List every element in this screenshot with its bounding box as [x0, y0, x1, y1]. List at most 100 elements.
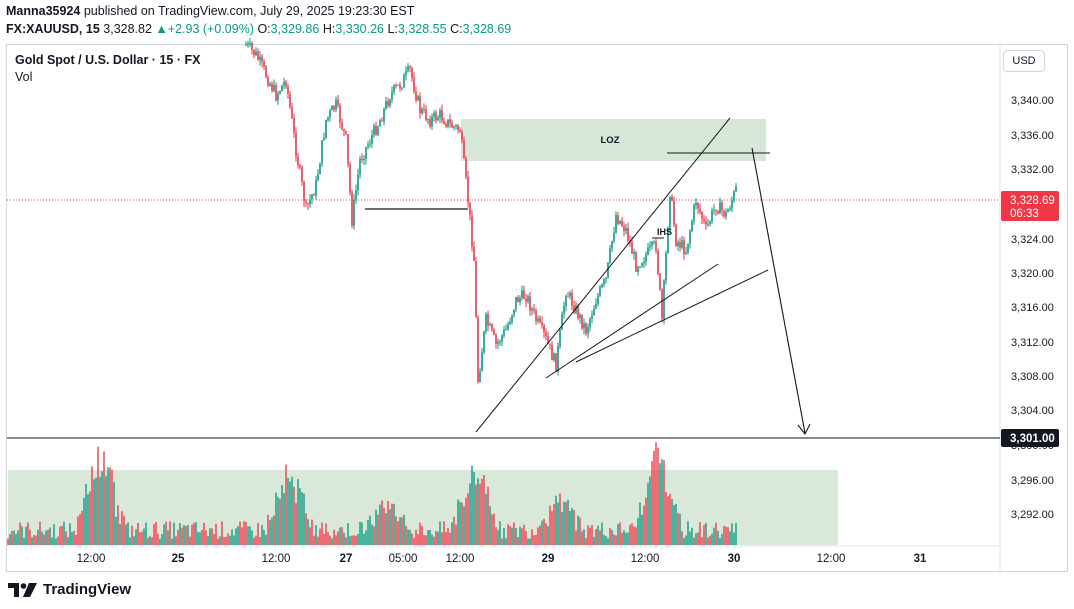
volume-bar	[315, 525, 317, 545]
volume-bar	[295, 503, 297, 545]
volume-bar	[699, 522, 701, 545]
volume-bar	[237, 526, 239, 545]
candle-body	[683, 240, 685, 255]
volume-bar	[533, 535, 535, 545]
candle-body	[631, 242, 633, 254]
volume-bar	[85, 484, 87, 545]
volume-bar	[95, 477, 97, 545]
volume-bar	[31, 537, 33, 545]
trend-line[interactable]	[575, 269, 769, 363]
channel-upper-line[interactable]	[475, 117, 731, 433]
volume-bar	[261, 525, 263, 545]
chart-frame[interactable]	[6, 44, 1068, 572]
volume-bar	[267, 514, 269, 545]
volume-bar	[465, 497, 467, 545]
volume-bar	[611, 530, 613, 545]
volume-bar	[303, 493, 305, 545]
candle-body	[367, 144, 369, 148]
candle-body	[295, 132, 297, 157]
channel-lower-line[interactable]	[545, 263, 719, 379]
candle-body	[609, 248, 611, 263]
ihs-label: IHS	[657, 227, 672, 237]
volume-bar	[259, 537, 261, 545]
volume-bar	[129, 537, 131, 545]
volume-bar	[593, 536, 595, 545]
candle-body	[515, 296, 517, 310]
chart-legend[interactable]: Gold Spot / U.S. Dollar · 15 · FX Vol	[15, 53, 200, 84]
candle-body	[625, 227, 627, 232]
candle-body	[517, 296, 519, 303]
volume-bars	[7, 442, 737, 545]
volume-bar	[213, 534, 215, 545]
target-price-value: 3,301.00	[1010, 433, 1055, 445]
candle-body	[355, 189, 357, 200]
volume-bar	[369, 515, 371, 545]
volume-bar	[381, 500, 383, 545]
volume-bar	[625, 532, 627, 545]
volume-bar	[617, 524, 619, 545]
volume-bar	[75, 534, 77, 545]
price-tick: 3,340.00	[1011, 95, 1054, 107]
candle-body	[387, 101, 389, 106]
volume-bar	[191, 524, 193, 545]
volume-bar	[325, 523, 327, 545]
candle-body	[619, 220, 621, 224]
price-tick: 3,308.00	[1011, 371, 1054, 383]
volume-bar	[195, 522, 197, 545]
projection-arrow-line[interactable]	[751, 147, 806, 434]
footer-brand[interactable]: TradingView	[8, 581, 131, 598]
candle-body	[677, 242, 679, 246]
volume-bar	[487, 486, 489, 545]
volume-bar	[193, 522, 195, 545]
volume-bar	[647, 483, 649, 545]
author-name[interactable]: Manna35924	[6, 4, 81, 18]
volume-bar	[405, 525, 407, 545]
volume-bar	[71, 532, 73, 545]
candle-body	[533, 308, 535, 311]
volume-bar	[391, 503, 393, 545]
symbol-label[interactable]: FX:XAUUSD, 15	[6, 22, 100, 36]
candle-body	[641, 263, 643, 267]
volume-bar	[645, 497, 647, 545]
candle-body	[605, 277, 607, 280]
volume-bar	[603, 534, 605, 545]
volume-bar	[327, 532, 329, 545]
volume-bar	[205, 530, 207, 545]
candle-body	[447, 119, 449, 127]
volume-bar	[497, 530, 499, 545]
volume-bar	[725, 526, 727, 545]
candle-body	[563, 305, 565, 315]
candle-body	[715, 209, 717, 212]
candle-body	[361, 158, 363, 161]
volume-bar	[515, 528, 517, 545]
volume-bar	[181, 527, 183, 545]
brand-name: TradingView	[43, 581, 132, 598]
volume-bar	[51, 537, 53, 545]
volume-bar	[153, 524, 155, 545]
candle-body	[467, 176, 469, 203]
candle-body	[283, 81, 285, 86]
volume-bar	[687, 521, 689, 545]
currency-button[interactable]: USD	[1003, 50, 1045, 72]
candle-body	[443, 120, 445, 125]
volume-bar	[15, 534, 17, 545]
candle-body	[647, 247, 649, 255]
loz-zone[interactable]	[461, 119, 766, 161]
candle-body	[411, 67, 413, 78]
volume-bar	[279, 498, 281, 545]
volume-bar	[535, 535, 537, 545]
volume-bar	[639, 502, 641, 545]
volume-bar	[451, 522, 453, 545]
volume-bar	[245, 521, 247, 545]
volume-bar	[503, 528, 505, 545]
time-ticks: 12:00 25 12:00 27 05:00 12:00 29 12:00 3…	[77, 553, 927, 565]
candle-body	[259, 56, 261, 60]
candle-body	[627, 227, 629, 241]
volume-bar	[149, 536, 151, 545]
volume-bar	[263, 530, 265, 545]
volume-bar	[103, 451, 105, 545]
volume-bar	[717, 530, 719, 545]
volume-bar	[27, 522, 29, 545]
current-price-tag	[1001, 191, 1059, 221]
